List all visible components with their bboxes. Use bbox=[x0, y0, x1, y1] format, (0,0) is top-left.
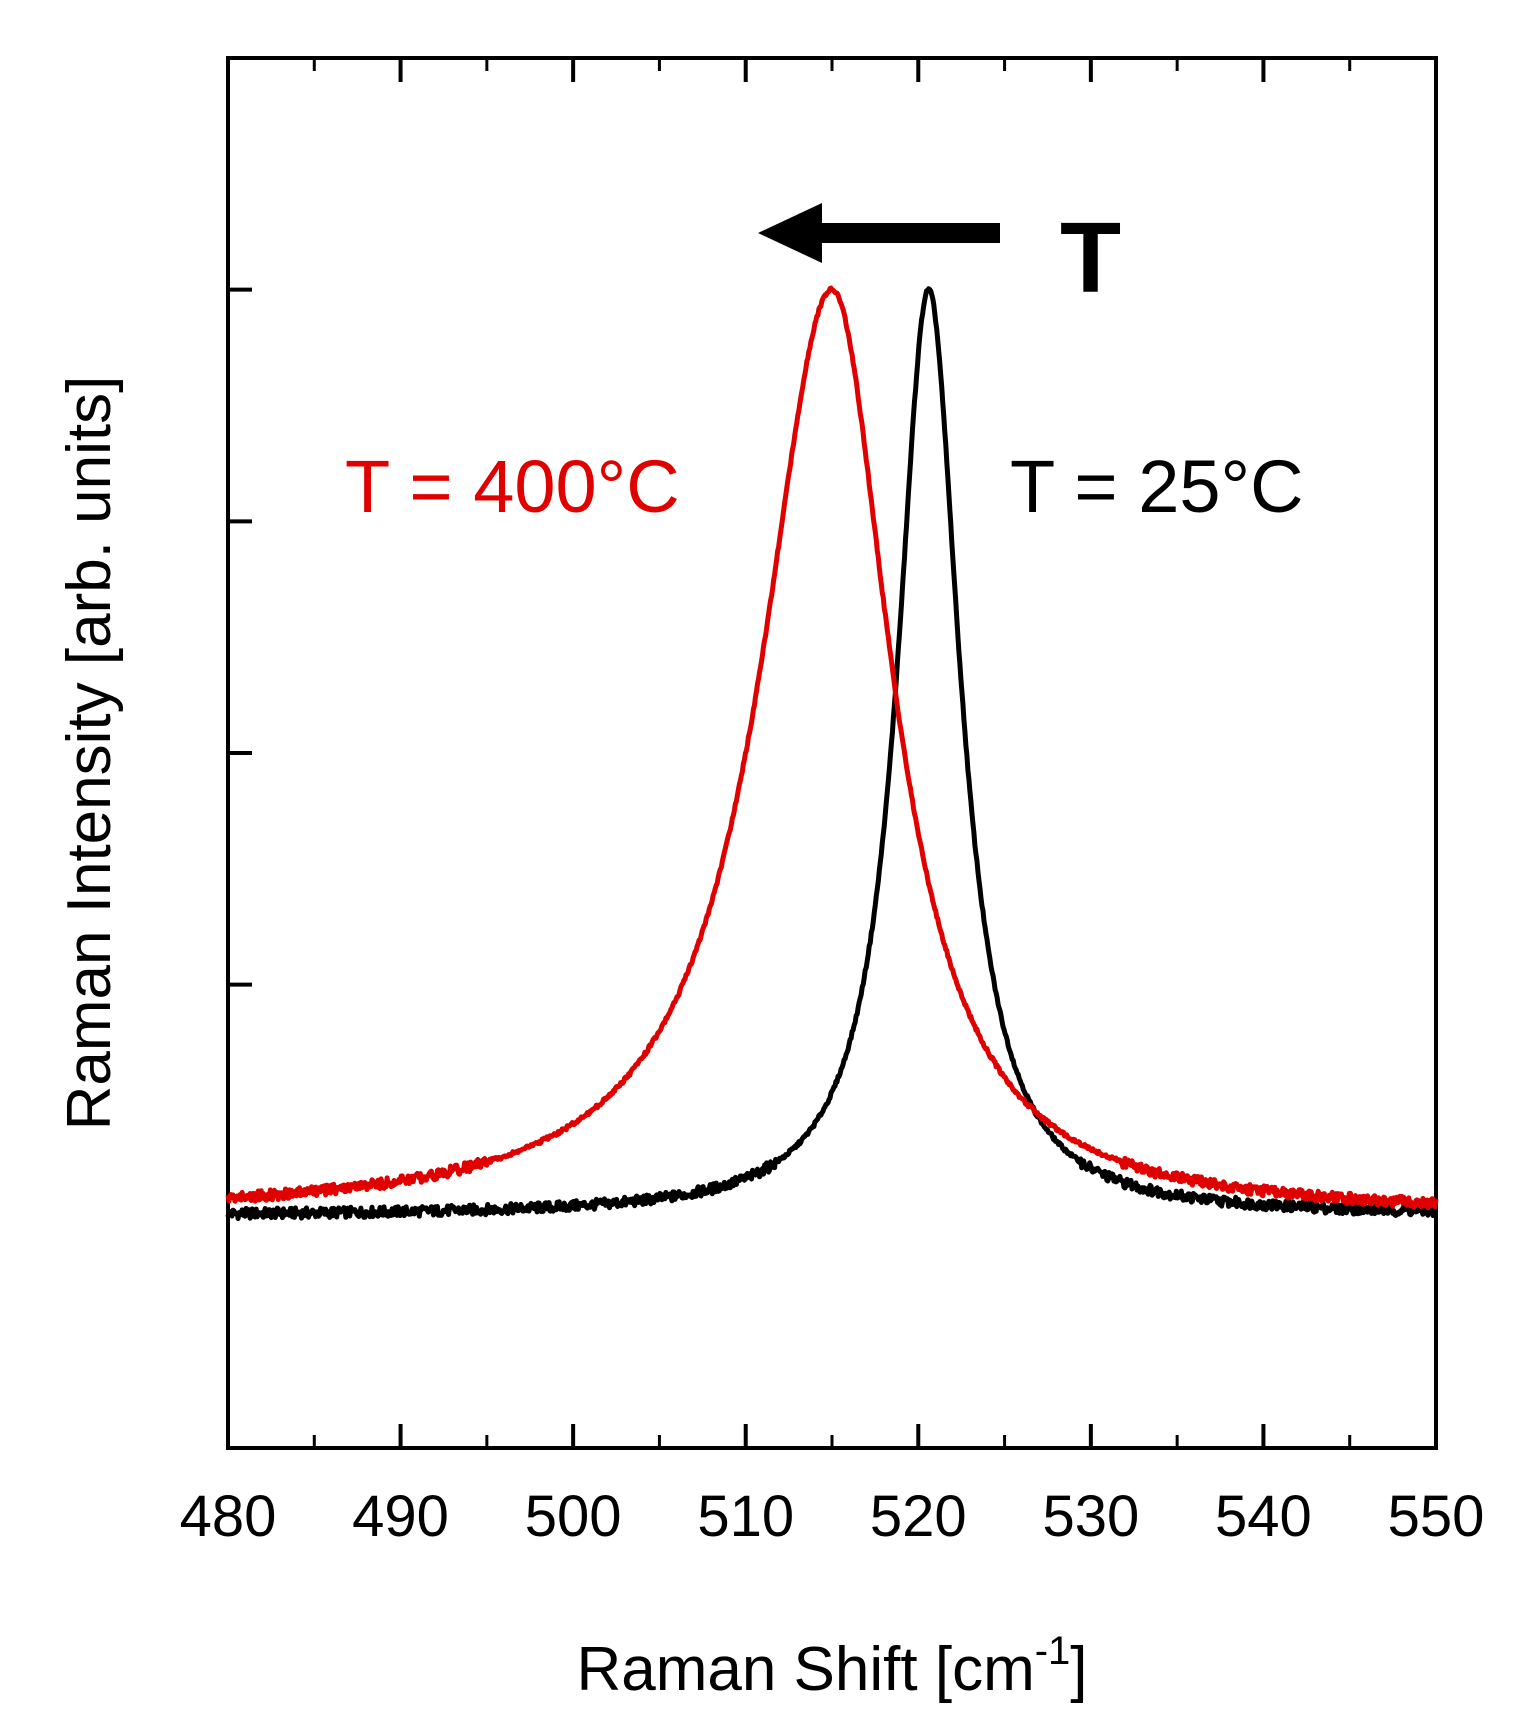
series-line-t-400 bbox=[225, 285, 1439, 1211]
x-axis-title: Raman Shift [cm-1] bbox=[576, 1629, 1087, 1704]
arrow-temperature-label: T bbox=[1060, 202, 1121, 314]
x-tick-label: 550 bbox=[1388, 1484, 1485, 1549]
x-axis-title-main: Raman Shift [cm bbox=[576, 1635, 1034, 1704]
x-tick-label: 540 bbox=[1215, 1484, 1312, 1549]
x-axis-ticks bbox=[226, 58, 1438, 1448]
temperature-arrow bbox=[758, 203, 1000, 263]
arrow-head bbox=[758, 203, 822, 263]
x-tick-label: 500 bbox=[525, 1484, 622, 1549]
x-axis-title-close: ] bbox=[1070, 1635, 1087, 1704]
x-tick-label: 490 bbox=[352, 1484, 449, 1549]
x-axis-tick-labels: 480 490 500 510 520 530 540 550 bbox=[180, 1484, 1485, 1549]
series-line-t-25 bbox=[225, 286, 1438, 1221]
annotation-t-25: T = 25°C bbox=[1010, 445, 1304, 528]
plot-frame bbox=[226, 56, 1438, 1450]
x-tick-label: 530 bbox=[1042, 1484, 1139, 1549]
x-tick-label: 520 bbox=[870, 1484, 967, 1549]
x-axis-title-superscript: -1 bbox=[1035, 1629, 1071, 1673]
x-tick-label: 480 bbox=[180, 1484, 277, 1549]
y-axis-ticks bbox=[228, 287, 252, 987]
series-lines bbox=[225, 285, 1439, 1221]
x-tick-label: 510 bbox=[697, 1484, 794, 1549]
annotation-t-400: T = 400°C bbox=[345, 445, 680, 528]
y-axis-title: Raman Intensity [arb. units] bbox=[55, 376, 124, 1131]
